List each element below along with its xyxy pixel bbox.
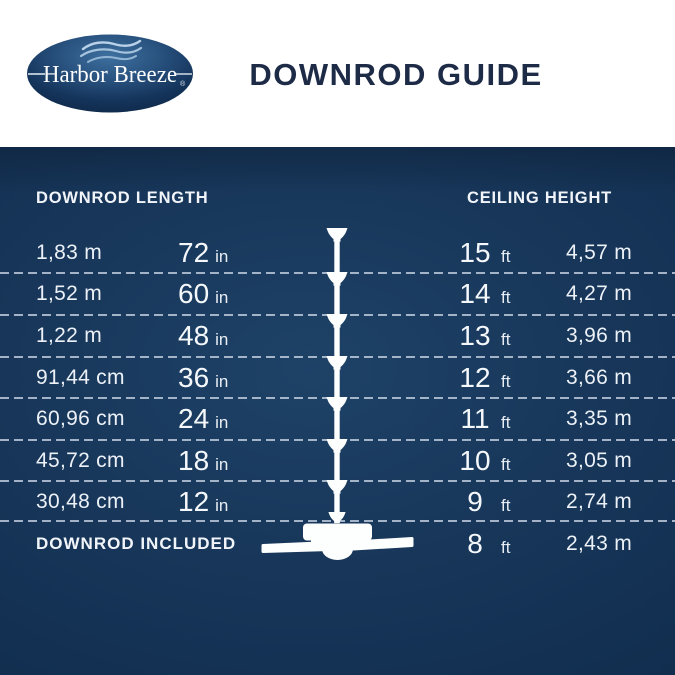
downrod-metric: 30,48 cm — [36, 490, 125, 513]
inches-unit: in — [215, 330, 229, 349]
header-band: Harbor Breeze ® DOWNROD GUIDE — [0, 0, 675, 148]
ceiling-metric: 3,35 m — [566, 407, 632, 430]
table-row: 30,48 cm 12 in 9 ft 2,74 m — [0, 481, 675, 523]
page-title: DOWNROD GUIDE — [249, 57, 543, 92]
ceiling-metric: 3,96 m — [566, 324, 632, 347]
ceiling-metric: 3,05 m — [566, 449, 632, 472]
table-row: 45,72 cm 18 in 10 ft 3,05 m — [0, 440, 675, 482]
table-row: 1,83 m 72 in 15 ft 4,57 m — [0, 232, 675, 274]
table-row: 60,96 cm 24 in 11 ft 3,35 m — [0, 398, 675, 440]
ceiling-feet: 13 ft — [459, 320, 511, 351]
downrod-metric: 91,44 cm — [36, 366, 125, 389]
ceiling-feet: 10 ft — [459, 445, 511, 476]
feet-unit: ft — [501, 538, 511, 557]
downrod-inches: 12 in — [178, 486, 229, 517]
feet-unit: ft — [501, 455, 511, 474]
ceiling-metric: 4,27 m — [566, 282, 632, 305]
table-row: 1,52 m 60 in 14 ft 4,27 m — [0, 273, 675, 315]
inches-unit: in — [215, 247, 229, 266]
downrod-metric: 1,22 m — [36, 324, 102, 347]
ceiling-height-header: CEILING HEIGHT — [467, 189, 613, 207]
logo-brand-text: Harbor Breeze — [43, 62, 177, 88]
registered-trademark: ® — [180, 80, 186, 88]
downrod-inches: 36 in — [178, 362, 229, 393]
ceiling-feet: 11 ft — [460, 403, 511, 434]
ceiling-feet: 9 ft — [467, 486, 511, 517]
table-row: 1,22 m 48 in 13 ft 3,96 m — [0, 315, 675, 357]
inches-unit: in — [215, 496, 229, 515]
feet-unit: ft — [501, 288, 511, 307]
inches-unit: in — [215, 413, 229, 432]
downrod-inches: 48 in — [178, 320, 229, 351]
ceiling-feet: 14 ft — [459, 278, 511, 309]
downrod-metric: 1,83 m — [36, 241, 102, 264]
feet-unit: ft — [501, 372, 511, 391]
downrod-included-label: DOWNROD INCLUDED — [36, 534, 237, 553]
feet-unit: ft — [501, 330, 511, 349]
ceiling-metric: 2,43 m — [566, 532, 632, 555]
ceiling-metric: 3,66 m — [566, 366, 632, 389]
downrod-metric: 1,52 m — [36, 282, 102, 305]
inches-unit: in — [215, 288, 229, 307]
downrod-inches: 60 in — [178, 278, 229, 309]
feet-unit: ft — [501, 247, 511, 266]
downrod-metric: 60,96 cm — [36, 407, 125, 430]
ceiling-feet: 12 ft — [459, 362, 511, 393]
logo-oval — [27, 34, 193, 113]
downrod-metric: 45,72 cm — [36, 449, 125, 472]
harbor-breeze-logo: Harbor Breeze ® — [27, 34, 193, 113]
feet-unit: ft — [501, 496, 511, 515]
ceiling-feet: 8 ft — [467, 528, 511, 559]
guide-panel: DOWNROD LENGTH CEILING HEIGHT 1,83 m 72 i… — [0, 147, 675, 675]
ceiling-feet: 15 ft — [459, 237, 511, 268]
table-row: 8 ft 2,43 m — [0, 523, 675, 565]
downrod-inches: 24 in — [178, 403, 229, 434]
ceiling-metric: 2,74 m — [566, 490, 632, 513]
feet-unit: ft — [501, 413, 511, 432]
downrod-inches: 72 in — [178, 237, 229, 268]
inches-unit: in — [215, 372, 229, 391]
downrod-length-header: DOWNROD LENGTH — [36, 189, 209, 207]
inches-unit: in — [215, 455, 229, 474]
downrod-inches: 18 in — [178, 445, 229, 476]
table-row: 91,44 cm 36 in 12 ft 3,66 m — [0, 357, 675, 399]
ceiling-metric: 4,57 m — [566, 241, 632, 264]
wind-waves-icon — [79, 39, 143, 63]
